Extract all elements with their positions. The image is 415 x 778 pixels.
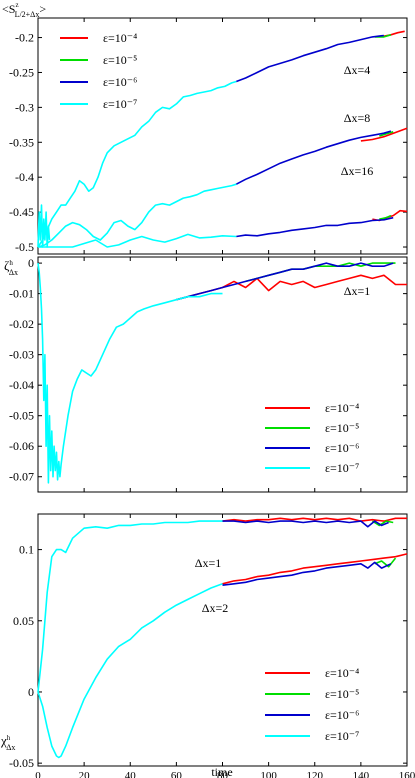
- plot-frame-1: [37, 17, 408, 255]
- series-line: [37, 204, 51, 248]
- y-tick-label: -0.45: [9, 205, 34, 219]
- x-tick-label: 120: [307, 770, 324, 778]
- series-line: [236, 34, 384, 83]
- series-line: [37, 262, 223, 484]
- series-line: [379, 214, 392, 220]
- y-tick-label: -0.04: [9, 378, 34, 392]
- series-line: [37, 183, 237, 248]
- x-tick-label: 40: [125, 770, 137, 778]
- legend-label: ε=10⁻⁵: [103, 53, 137, 67]
- x-tick-label: 140: [353, 770, 370, 778]
- y-axis-label-3: χh Δx: [0, 733, 15, 752]
- series-line: [222, 553, 408, 585]
- x-tick-label: 80: [217, 770, 229, 778]
- y-axis-label-2: ζh Δx: [4, 258, 18, 277]
- y-tick-label: 0.1: [19, 543, 34, 557]
- y-tick-label: 0: [28, 256, 34, 270]
- series-line: [37, 583, 223, 759]
- legend-label: ε=10⁻⁴: [325, 401, 359, 415]
- y-tick-label: -0.05: [9, 409, 34, 423]
- y-tick-label: -0.01: [9, 287, 34, 301]
- legend-label: ε=10⁻⁶: [103, 75, 137, 89]
- series-line: [176, 262, 394, 301]
- legend-label: ε=10⁻⁴: [325, 666, 359, 680]
- y-axis-label-1: <Sz L/2+Δx>: [2, 1, 46, 19]
- series-line: [379, 131, 394, 137]
- legend-label: ε=10⁻⁶: [325, 441, 359, 455]
- series-line: [38, 233, 237, 248]
- series-line: [371, 520, 394, 527]
- annotation-label: Δx=4: [344, 63, 370, 77]
- series-line: [222, 517, 407, 522]
- series-line: [37, 520, 223, 693]
- y-tick-label: 0.05: [13, 614, 34, 628]
- y-tick-label: -0.25: [9, 65, 34, 79]
- x-tick-label: 0: [35, 770, 41, 778]
- series-line: [374, 557, 397, 568]
- y-tick-label: -0.5: [15, 240, 34, 254]
- y-tick-label: 0: [28, 685, 34, 699]
- annotation-label: Δx=1: [195, 556, 221, 570]
- series-line: [222, 520, 389, 528]
- y-tick-label: -0.02: [9, 317, 34, 331]
- x-tick-label: 20: [79, 770, 91, 778]
- legend-label: ε=10⁻⁷: [103, 97, 137, 111]
- y-tick-label: -0.4: [15, 170, 34, 184]
- annotation-label: Δx=16: [341, 164, 373, 178]
- x-tick-label: 160: [399, 770, 415, 778]
- legend-label: ε=10⁻⁵: [325, 421, 359, 435]
- y-tick-label: -0.06: [9, 439, 34, 453]
- x-axis-label: time: [211, 765, 232, 778]
- annotation-label: Δx=1: [344, 284, 370, 298]
- series-line: [222, 561, 392, 586]
- annotation-label: Δx=8: [344, 111, 370, 125]
- y-tick-label: -0.07: [9, 470, 34, 484]
- x-tick-label: 60: [171, 770, 183, 778]
- series-line: [176, 274, 407, 301]
- legend-label: ε=10⁻⁷: [325, 729, 359, 743]
- y-tick-label: -0.03: [9, 348, 34, 362]
- series-line: [235, 130, 392, 185]
- legend-label: ε=10⁻⁵: [325, 687, 359, 701]
- series-line: [37, 80, 237, 248]
- y-tick-label: -0.2: [15, 31, 34, 45]
- series-line: [236, 216, 394, 238]
- y-tick-label: -0.05: [9, 756, 34, 770]
- series-line: [360, 127, 408, 142]
- y-tick-label: -0.3: [15, 100, 34, 114]
- legend-label: ε=10⁻⁶: [325, 708, 359, 722]
- annotation-label: Δx=2: [202, 601, 228, 615]
- legend-label: ε=10⁻⁴: [103, 31, 137, 45]
- x-tick-label: 100: [260, 770, 277, 778]
- y-tick-label: -0.35: [9, 135, 34, 149]
- legend-label: ε=10⁻⁷: [325, 461, 359, 475]
